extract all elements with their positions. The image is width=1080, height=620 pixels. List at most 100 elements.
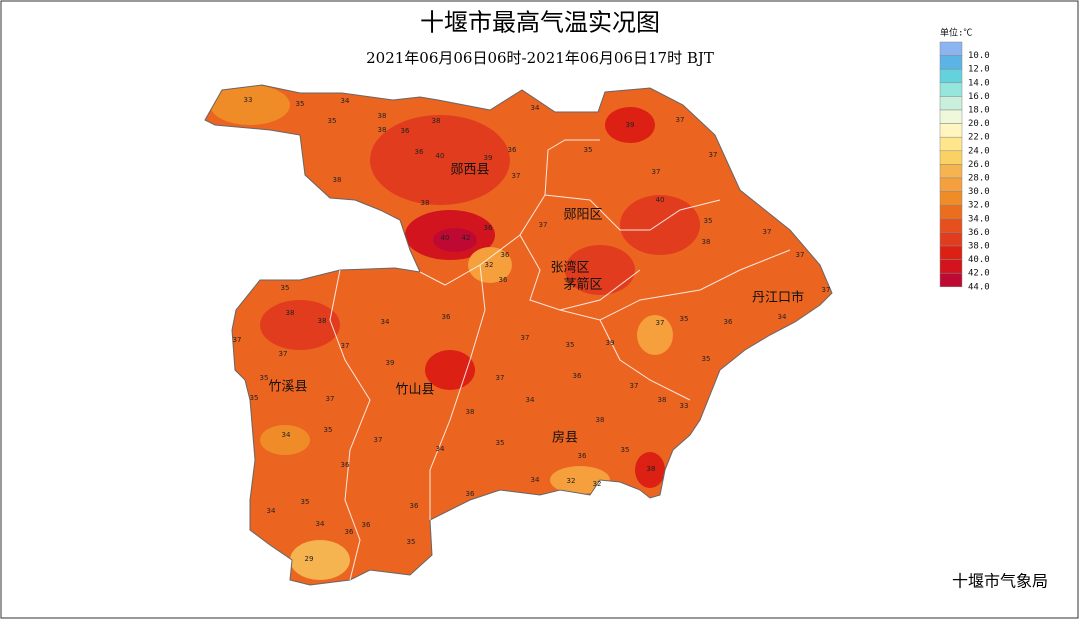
station-value: 37 — [709, 151, 718, 159]
station-value: 37 — [630, 382, 639, 390]
station-value: 37 — [341, 342, 350, 350]
district-label: 郧阳区 — [563, 208, 602, 223]
station-value: 37 — [521, 334, 530, 342]
district-label: 房县 — [552, 430, 578, 446]
station-value: 38 — [432, 117, 441, 125]
district-label: 丹江口市 — [752, 290, 804, 306]
station-value: 32 — [567, 477, 576, 485]
legend-label: 12.0 — [968, 65, 990, 75]
station-value: 36 — [501, 251, 510, 259]
station-value: 38 — [333, 176, 342, 184]
station-value: 35 — [301, 498, 310, 506]
station-value: 38 — [596, 416, 605, 424]
station-value: 35 — [250, 394, 259, 402]
legend-label: 20.0 — [968, 119, 990, 129]
station-value: 36 — [466, 490, 475, 498]
station-value: 34 — [341, 97, 350, 105]
station-value: 39 — [484, 154, 493, 162]
legend-label: 30.0 — [968, 187, 990, 197]
station-value: 36 — [401, 127, 410, 135]
station-value: 37 — [796, 251, 805, 259]
station-value: 40 — [436, 152, 445, 160]
station-value: 40 — [441, 234, 450, 242]
station-value: 37 — [822, 286, 831, 294]
title: 十堰市最高气温实况图 — [420, 9, 660, 37]
station-value: 38 — [658, 396, 667, 404]
station-value: 39 — [626, 121, 635, 129]
subtitle: 2021年06月06日06时-2021年06月06日17时 BJT — [366, 49, 714, 67]
station-value: 36 — [499, 276, 508, 284]
station-value: 35 — [260, 374, 269, 382]
legend-swatch — [939, 191, 963, 206]
legend-label: 44.0 — [968, 282, 990, 292]
legend-label: 18.0 — [968, 106, 990, 116]
station-value: 35 — [566, 341, 575, 349]
station-value: 42 — [462, 234, 471, 242]
legend-swatch — [939, 150, 963, 165]
legend-label: 10.0 — [968, 51, 990, 61]
station-value: 39 — [386, 359, 395, 367]
station-value: 34 — [526, 396, 535, 404]
legend-label: 24.0 — [968, 146, 990, 156]
station-value: 37 — [652, 168, 661, 176]
station-value: 34 — [282, 431, 291, 439]
legend-label: 40.0 — [968, 255, 990, 265]
station-value: 33 — [680, 402, 689, 410]
legend-label: 22.0 — [968, 133, 990, 143]
legend-swatch — [939, 41, 963, 56]
legend-label: 28.0 — [968, 174, 990, 184]
station-value: 37 — [279, 350, 288, 358]
station-value: 37 — [539, 221, 548, 229]
station-value: 34 — [531, 476, 540, 484]
station-value: 29 — [305, 555, 314, 563]
legend-swatch — [939, 164, 963, 179]
district-label: 张湾区 — [550, 260, 589, 276]
district-label: 郧西县 — [450, 163, 489, 178]
station-value: 35 — [621, 446, 630, 454]
station-value: 34 — [436, 445, 445, 453]
station-value: 36 — [442, 313, 451, 321]
station-value: 36 — [415, 148, 424, 156]
station-value: 38 — [421, 199, 430, 207]
legend-label: 42.0 — [968, 269, 990, 279]
legend-label: 38.0 — [968, 242, 990, 252]
station-value: 32 — [485, 261, 494, 269]
station-value: 37 — [496, 374, 505, 382]
footer: 十堰市气象局 — [952, 572, 1048, 591]
station-value: 35 — [324, 426, 333, 434]
station-value: 36 — [341, 461, 350, 469]
station-value: 38 — [378, 112, 387, 120]
station-value: 35 — [496, 439, 505, 447]
station-value: 38 — [647, 465, 656, 473]
station-value: 35 — [704, 217, 713, 225]
station-value: 36 — [484, 224, 493, 232]
district-borders — [329, 139, 791, 581]
legend-swatch — [939, 96, 963, 111]
legend-swatch — [939, 218, 963, 233]
station-value: 38 — [318, 317, 327, 325]
legend-label: 34.0 — [968, 214, 990, 224]
station-value: 32 — [593, 480, 602, 488]
station-value: 37 — [763, 228, 772, 236]
station-value: 37 — [374, 436, 383, 444]
station-value: 37 — [676, 116, 685, 124]
legend-label: 16.0 — [968, 92, 990, 102]
station-value: 37 — [512, 172, 521, 180]
station-value: 36 — [345, 528, 354, 536]
station-value: 34 — [531, 104, 540, 112]
station-value: 34 — [778, 313, 787, 321]
station-value: 38 — [466, 408, 475, 416]
station-values: 33 35 34 35 38 38 36 38 36 40 39 36 34 35 39 37 37 37 37 38… — [233, 96, 831, 563]
legend-unit: 单位:℃ — [940, 27, 972, 39]
station-value: 37 — [656, 319, 665, 327]
legend-swatch — [939, 123, 963, 138]
legend-swatch — [939, 259, 963, 274]
station-value: 37 — [326, 395, 335, 403]
station-value: 36 — [362, 521, 371, 529]
legend-swatch — [939, 55, 963, 70]
legend-swatch — [939, 177, 963, 192]
station-value: 35 — [328, 117, 337, 125]
legend-swatch — [939, 204, 963, 220]
legend-swatch — [939, 245, 963, 260]
legend-swatch — [939, 68, 963, 84]
